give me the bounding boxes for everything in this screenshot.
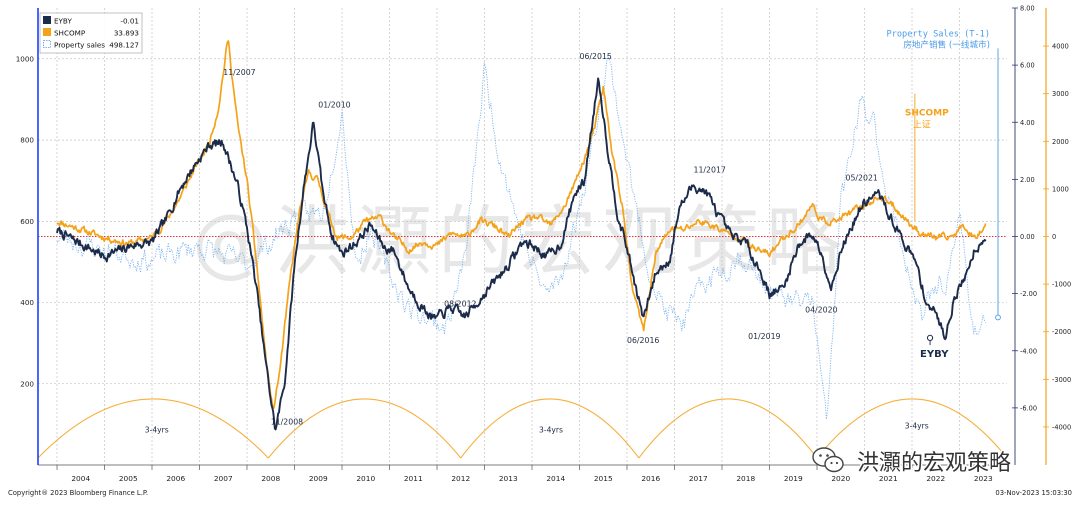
legend-swatch-property (43, 40, 51, 48)
x-tick-label-2017: 2017 (689, 474, 708, 483)
y-inner-right-tick-label--2.00: -2.00 (1020, 290, 1037, 298)
x-tick-label-2020: 2020 (831, 474, 850, 483)
callout-label-eyby: EYBY (920, 349, 949, 360)
date-annotation-3: 08/2012 (444, 300, 476, 309)
y-outer-right-tick-label--2000: -2000 (1052, 328, 1071, 336)
series-group (56, 40, 987, 431)
date-annotation-8: 04/2020 (805, 306, 837, 315)
series-line-shcomp (56, 40, 987, 410)
date-annotation-5: 06/2016 (627, 336, 659, 345)
y-inner-right-tick-label-2.00: 2.00 (1020, 176, 1035, 184)
brand-badge: 洪灝的宏观策略 (812, 447, 1013, 478)
x-tick-label-2006: 2006 (166, 474, 185, 483)
x-tick-label-2014: 2014 (546, 474, 565, 483)
date-annotation-9: 05/2021 (846, 174, 878, 183)
x-tick-label-2022: 2022 (926, 474, 945, 483)
legend-label-shcomp: SHCOMP (54, 29, 86, 38)
callout-label-property-sales: Property Sales (T-1) (887, 29, 990, 39)
date-annotation-6: 11/2017 (694, 166, 726, 175)
date-annotation-2: 01/2010 (318, 101, 350, 110)
x-tick-label-2007: 2007 (214, 474, 233, 483)
y-outer-right-tick-label--3000: -3000 (1052, 376, 1071, 384)
y-inner-right-tick-label--4.00: -4.00 (1020, 347, 1037, 355)
y-inner-right-tick-label-8.00: 8.00 (1020, 5, 1035, 13)
y-inner-right-tick-label--6.00: -6.00 (1020, 404, 1037, 412)
legend-swatch-shcomp (43, 28, 51, 36)
legend-swatch-eyby (43, 16, 51, 24)
legend-label-eyby: EYBY (54, 17, 72, 26)
cycle-arc-2 (267, 398, 462, 459)
date-annotation-0: 11/2007 (223, 68, 255, 77)
axes: 2004 2005 2006 2007 2008 2009 2010 2011 2012 2013… (16, 5, 1071, 484)
annotations: 11/2007 11/2008 01/2010 08/2012 06/2015 06/20… (145, 52, 929, 435)
x-tick-label-2004: 2004 (71, 474, 90, 483)
copyright-text: Copyright® 2023 Bloomberg Finance L.P. (8, 489, 148, 497)
date-annotation-1: 11/2008 (271, 417, 303, 426)
callout-sublabel-property-sales: 房地产销售 (一线城市) (903, 38, 990, 50)
x-tick-label-2018: 2018 (736, 474, 755, 483)
y-inner-right-tick-label-0.00: 0.00 (1020, 233, 1035, 241)
cycle-label-11: 3-4yrs (539, 426, 563, 435)
y-left-tick-label-600: 600 (20, 217, 34, 226)
legend-value-shcomp: 33.893 (114, 29, 139, 38)
legend-entry-property: Property sales 498.127 (43, 40, 139, 50)
y-outer-right-tick-label--1000: -1000 (1052, 281, 1071, 289)
y-inner-right-tick-label-6.00: 6.00 (1020, 62, 1035, 70)
y-left-tick-label-800: 800 (20, 136, 34, 145)
cycle-arcs (37, 398, 1008, 459)
series-line-property-sales (56, 55, 987, 420)
x-tick-label-2010: 2010 (356, 474, 375, 483)
timestamp-text: 03-Nov-2023 15:03:30 (995, 489, 1072, 497)
y-outer-right-tick-label--4000: -4000 (1052, 423, 1071, 431)
legend-box (39, 12, 143, 54)
legend-value-property: 498.127 (109, 41, 139, 50)
x-tick-label-2023: 2023 (974, 474, 993, 483)
x-tick-label-2013: 2013 (499, 474, 518, 483)
cycle-label-10: 3-4yrs (145, 426, 169, 435)
cycle-arc-3 (460, 398, 640, 459)
y-outer-right-tick-label-0: 0 (1052, 233, 1056, 241)
cycle-arc-1 (37, 398, 269, 459)
x-tick-label-2008: 2008 (261, 474, 280, 483)
callout-marker-eyby (926, 334, 934, 341)
callout-marker-property-sales (995, 314, 1001, 321)
cycle-label-12: 3-4yrs (905, 421, 929, 430)
y-outer-right-tick-label-2000: 2000 (1052, 138, 1069, 146)
y-inner-right-tick-label-4.00: 4.00 (1020, 119, 1035, 127)
x-tick-label-2016: 2016 (641, 474, 660, 483)
legend-entry-shcomp: SHCOMP 33.893 (43, 28, 139, 38)
x-tick-label-2019: 2019 (784, 474, 803, 483)
y-left-tick-label-1000: 1000 (16, 54, 35, 63)
y-left-tick-label-400: 400 (20, 298, 34, 307)
y-outer-right-tick-label-1000: 1000 (1052, 185, 1069, 193)
x-tick-label-2015: 2015 (594, 474, 613, 483)
legend: EYBY -0.01 SHCOMP 33.893 Property sales … (39, 12, 143, 54)
callout-label-shcomp: SHCOMP (905, 109, 949, 119)
x-tick-label-2011: 2011 (404, 474, 423, 483)
legend-label-property: Property sales (54, 41, 105, 50)
date-annotation-4: 06/2015 (580, 52, 612, 61)
legend-entry-eyby: EYBY -0.01 (43, 16, 139, 26)
y-left-tick-label-200: 200 (20, 379, 34, 388)
x-tick-label-2012: 2012 (451, 474, 470, 483)
cycle-arc-4 (638, 398, 818, 459)
x-tick-label-2005: 2005 (119, 474, 138, 483)
cycle-arc-5 (816, 398, 1008, 459)
x-tick-label-2009: 2009 (309, 474, 328, 483)
y-outer-right-tick-label-3000: 3000 (1052, 90, 1069, 98)
series-line-eyby (56, 77, 987, 431)
y-outer-right-tick-label-4000: 4000 (1052, 43, 1069, 51)
date-annotation-7: 01/2019 (748, 332, 780, 341)
legend-value-eyby: -0.01 (120, 17, 139, 26)
brand-text: 洪灝的宏观策略 (857, 451, 1011, 476)
callout-sublabel-shcomp: 上证 (913, 120, 931, 131)
x-tick-label-2021: 2021 (879, 474, 898, 483)
wechat-icon (812, 447, 844, 473)
